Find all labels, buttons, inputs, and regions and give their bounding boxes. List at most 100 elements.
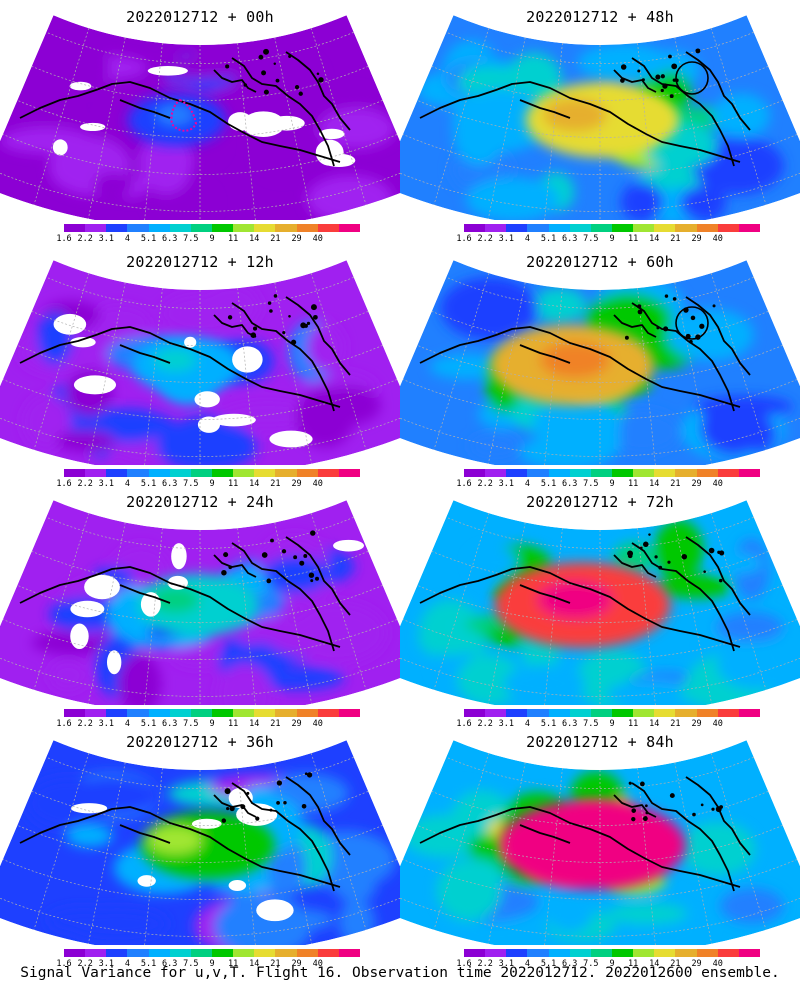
colorbar-swatch — [696, 469, 718, 477]
colorbar-labels: 1.6 2.2 3.1 4 5.1 6.3 7.5 9 11 14 21 29 40 — [56, 959, 374, 969]
colorbar-label: 14 — [249, 719, 260, 729]
latitude-line — [446, 31, 754, 64]
variance-blob — [469, 434, 520, 458]
island — [310, 304, 317, 311]
coastlines — [419, 776, 751, 892]
latitude-line — [446, 516, 754, 549]
latitude-line — [402, 619, 798, 660]
colorbar-swatch — [64, 224, 86, 232]
colorbar-swatch — [654, 949, 676, 957]
variance-field — [400, 260, 800, 465]
colorbar-label: 2.2 — [477, 234, 493, 244]
island — [300, 322, 307, 329]
colorbar-swatch — [738, 469, 760, 477]
colorbar-swatch — [633, 469, 655, 477]
island — [711, 807, 715, 811]
latitude-line — [46, 31, 354, 64]
variance-blob — [457, 654, 522, 705]
longitude-line — [88, 37, 126, 219]
missing-data-area — [80, 122, 106, 132]
colorbar-swatch — [717, 949, 739, 957]
latitude-line — [417, 345, 783, 383]
variance-blob — [503, 665, 585, 703]
coastline — [285, 536, 351, 616]
colorbar-swatch — [338, 709, 360, 717]
latitude-line — [446, 756, 754, 789]
colorbar-swatch — [464, 709, 486, 717]
colorbar-label: 21 — [670, 479, 681, 489]
colorbar-label: 29 — [291, 719, 302, 729]
colorbar-label: 3.1 — [498, 719, 514, 729]
missing-data-area — [256, 899, 294, 922]
latitude-line — [17, 345, 383, 383]
island — [223, 552, 229, 558]
island — [703, 570, 706, 573]
coastline — [631, 782, 735, 892]
longitude-line — [488, 522, 526, 704]
colorbar-swatch — [148, 949, 170, 957]
island — [717, 550, 721, 554]
colorbar-label: 40 — [712, 959, 723, 969]
colorbar-label: 7.5 — [583, 234, 599, 244]
colorbar-swatch — [548, 949, 570, 957]
coastline — [231, 542, 335, 652]
colorbar-swatch — [590, 469, 612, 477]
variance-field — [0, 260, 400, 465]
latitude-line — [0, 893, 400, 937]
longitude-line — [88, 762, 126, 944]
missing-data-area — [184, 336, 197, 348]
colorbar-swatch — [106, 949, 128, 957]
colorbar-label: 29 — [291, 234, 302, 244]
colorbar-swatch — [169, 469, 191, 477]
coastline — [19, 566, 341, 648]
colorbar-label: 4 — [124, 719, 130, 729]
forecast-panel-72h: 2022012712 + 72h 1.6 2.2 3.1 4 5.1 6.3 7.5 9 11 1… — [400, 485, 800, 730]
colorbar-swatch — [675, 224, 697, 232]
colorbar-swatch — [464, 949, 486, 957]
colorbar-swatch — [485, 709, 507, 717]
island — [319, 79, 323, 83]
colorbar-label: 9 — [209, 959, 215, 969]
missing-data-area — [84, 574, 120, 600]
variance-blob — [680, 185, 727, 220]
colorbar-label: 2.2 — [477, 959, 493, 969]
variance-blob — [22, 394, 72, 450]
island — [250, 332, 257, 338]
coastline — [613, 554, 657, 578]
colorbar-swatch — [611, 709, 634, 717]
colorbar-swatch — [527, 949, 549, 957]
island — [246, 791, 250, 795]
colorbar-swatch — [675, 709, 697, 717]
colorbar-label: 3.1 — [498, 234, 514, 244]
colorbar-swatch — [275, 949, 297, 957]
variance-blob — [466, 177, 560, 220]
figure-caption: Signal Variance for u,v,T. Flight 16. Ob… — [20, 965, 780, 981]
colorbar-label: 11 — [228, 234, 239, 244]
island — [700, 803, 704, 807]
island — [263, 48, 269, 55]
island — [313, 314, 318, 320]
colorbar-label: 1.6 — [456, 234, 472, 244]
coastline — [119, 99, 171, 119]
colorbar — [464, 469, 760, 477]
colorbar-label: 9 — [609, 234, 615, 244]
colorbar-swatch — [738, 709, 760, 717]
colorbar-swatch — [569, 469, 591, 477]
variance-map — [400, 500, 800, 705]
colorbar-swatch — [317, 469, 339, 477]
island — [639, 546, 643, 550]
colorbar-label: 3.1 — [98, 719, 114, 729]
latitude-line — [431, 550, 769, 586]
variance-blob — [532, 396, 622, 452]
colorbar-swatch — [611, 949, 634, 957]
colorbar-label: 29 — [691, 959, 702, 969]
colorbar-swatch — [338, 224, 360, 232]
longitude-line — [674, 282, 712, 464]
colorbar-swatch — [485, 224, 507, 232]
missing-data-area — [241, 111, 285, 138]
colorbar-label: 7.5 — [583, 959, 599, 969]
colorbar-label: 21 — [270, 479, 281, 489]
variance-blob — [257, 138, 309, 178]
colorbar-label: 4 — [124, 234, 130, 244]
colorbar-swatch — [296, 469, 318, 477]
